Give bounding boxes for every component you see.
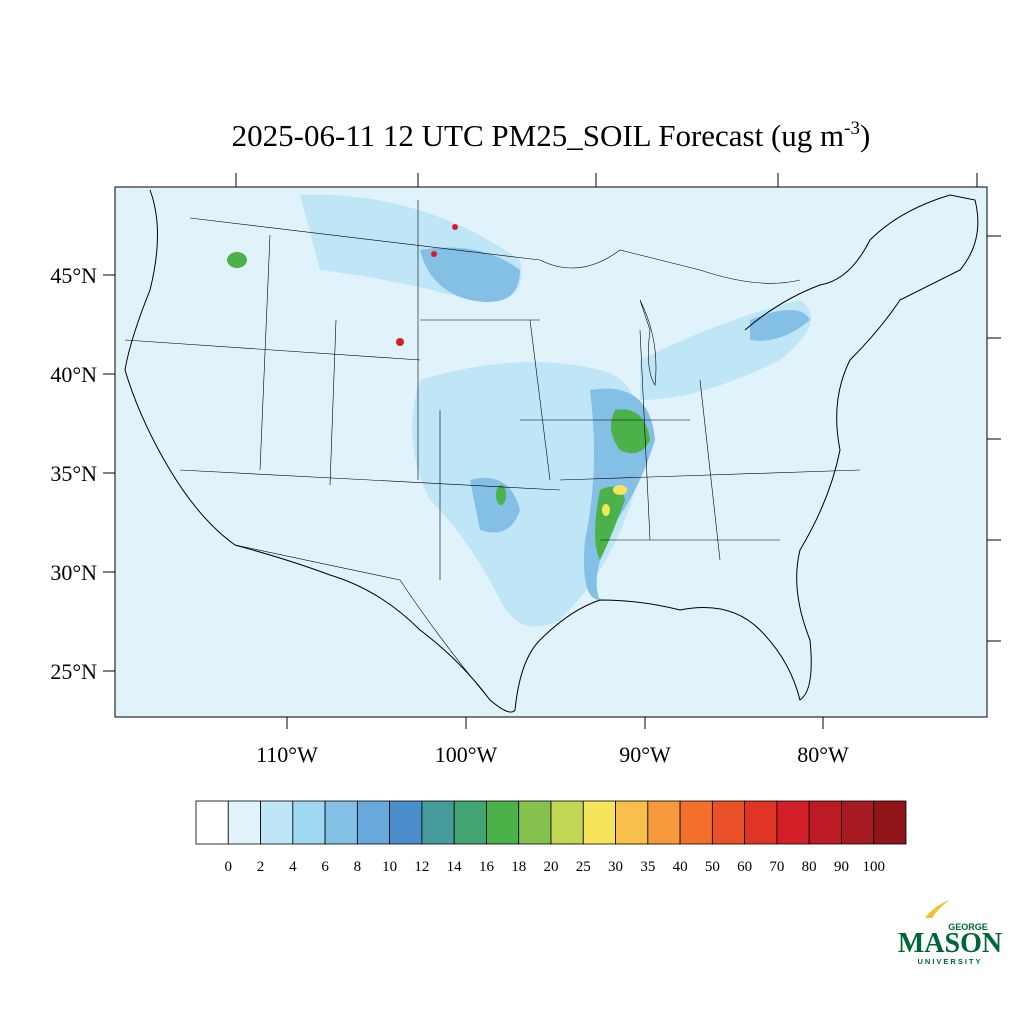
title-end: ) — [860, 118, 870, 153]
colorbar-box — [324, 800, 358, 845]
borders — [124, 200, 861, 701]
colorbar-label: 10 — [382, 859, 397, 875]
lon-label: 110°W — [256, 742, 318, 767]
lat-label: 25°N — [50, 659, 97, 684]
colorbar-label: 35 — [640, 859, 655, 875]
colorbar-label: 20 — [544, 859, 559, 875]
frame-ticks — [103, 173, 1001, 729]
title-text: 2025-06-11 12 UTC PM25_SOIL Forecast (ug… — [232, 118, 845, 153]
lat-labels: 45°N 40°N 35°N 30°N 25°N — [50, 263, 97, 684]
colorbar-box — [453, 800, 487, 845]
colorbar-box — [356, 800, 391, 845]
colorbar-box — [776, 800, 810, 845]
title-superscript: -3 — [844, 118, 860, 139]
colorbar-box — [808, 800, 842, 845]
logo-flame — [925, 900, 950, 918]
title: 2025-06-11 12 UTC PM25_SOIL Forecast (ug… — [232, 118, 871, 153]
concentration-hotspot — [396, 224, 458, 346]
lat-label: 35°N — [50, 461, 97, 486]
logo-main: MASON — [898, 928, 1002, 959]
concentration-field-peak — [602, 485, 627, 516]
colorbar-label: 12 — [414, 859, 429, 875]
concentration-field-high — [227, 252, 650, 560]
lon-label: 90°W — [619, 742, 671, 767]
colorbar-label: 2 — [257, 859, 265, 875]
colorbar-box — [873, 800, 907, 845]
colorbar-box — [260, 800, 294, 845]
colorbar-box — [550, 800, 584, 845]
colorbar-box — [421, 800, 455, 845]
colorbar-label: 30 — [608, 859, 623, 875]
colorbar-label: 70 — [769, 859, 784, 875]
colorbar-box — [195, 800, 229, 845]
colorbar-label: 0 — [225, 859, 233, 875]
coastline — [124, 189, 979, 713]
colorbar-box — [744, 800, 778, 845]
colorbar-label: 50 — [705, 859, 720, 875]
lon-labels: 110°W 100°W 90°W 80°W — [256, 742, 849, 767]
colorbar-label: 60 — [737, 859, 752, 875]
map-panel — [103, 173, 1001, 729]
colorbar-box — [679, 800, 713, 845]
colorbar-box — [518, 800, 552, 845]
colorbar-box — [647, 800, 681, 845]
colorbar-box — [389, 800, 423, 845]
logo: GEORGE MASON UNIVERSITY — [898, 900, 1002, 966]
lat-label: 30°N — [50, 560, 97, 585]
logo-top: GEORGE — [948, 922, 988, 932]
lat-label: 45°N — [50, 263, 97, 288]
colorbar-label: 40 — [673, 859, 688, 875]
lon-label: 80°W — [797, 742, 849, 767]
colorbar-label: 18 — [511, 859, 526, 875]
colorbar: 0 2 4 6 8 10 12 14 16 18 20 25 30 35 40 50 60 70 80 90 100 — [195, 800, 907, 875]
lon-label: 100°W — [435, 742, 498, 767]
colorbar-label: 14 — [447, 859, 463, 875]
colorbar-label: 80 — [802, 859, 817, 875]
colorbar-box — [582, 800, 616, 845]
colorbar-box — [227, 800, 261, 845]
colorbar-label: 16 — [479, 859, 495, 875]
colorbar-box — [711, 800, 746, 845]
lat-label: 40°N — [50, 362, 97, 387]
colorbar-label: 6 — [321, 859, 329, 875]
map-frame — [114, 186, 988, 718]
colorbar-box — [292, 800, 326, 845]
logo-bottom: UNIVERSITY — [917, 957, 982, 966]
colorbar-box — [615, 800, 649, 845]
colorbar-label: 8 — [354, 859, 362, 875]
colorbar-label: 90 — [834, 859, 849, 875]
colorbar-box — [486, 800, 520, 845]
colorbar-label: 25 — [576, 859, 591, 875]
colorbar-label: 4 — [289, 859, 297, 875]
colorbar-label: 100 — [862, 859, 885, 875]
colorbar-box — [841, 800, 875, 845]
